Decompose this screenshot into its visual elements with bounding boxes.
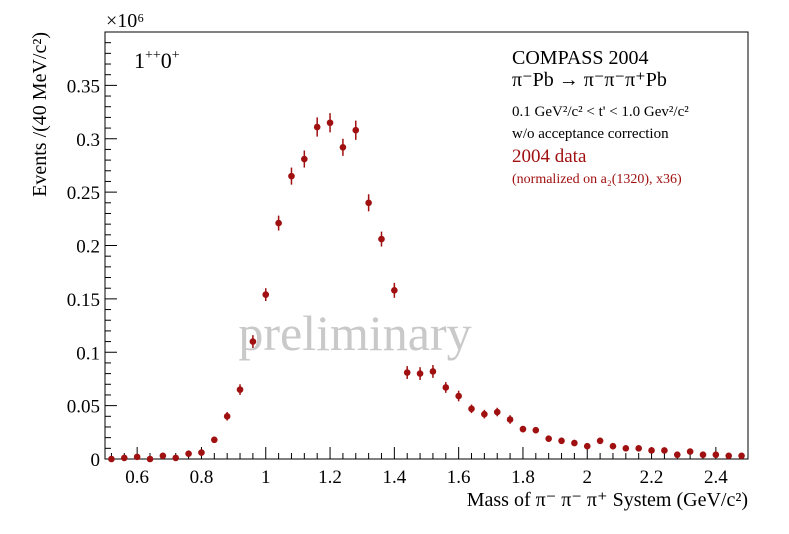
data-point bbox=[673, 451, 681, 459]
data-point bbox=[326, 119, 334, 127]
legend-reaction: π⁻Pb → π⁻π⁻π⁺Pb bbox=[512, 69, 667, 91]
x-tick-label: 1.4 bbox=[382, 467, 406, 488]
x-tick-label: 2.2 bbox=[640, 467, 664, 488]
data-point bbox=[686, 448, 694, 455]
legend-acceptance: w/o acceptance correction bbox=[512, 126, 669, 142]
y-tick-label: 0.3 bbox=[76, 130, 100, 151]
legend-title: COMPASS 2004 bbox=[512, 47, 649, 69]
data-point bbox=[120, 454, 128, 462]
wave-label: 1++0+ bbox=[134, 48, 180, 73]
data-point bbox=[378, 235, 385, 243]
data-point bbox=[622, 445, 630, 452]
data-point bbox=[738, 452, 745, 460]
data-point bbox=[211, 436, 218, 444]
legend-series-name: 2004 data bbox=[512, 146, 587, 167]
data-point bbox=[159, 452, 167, 460]
y-tick-label: 0 bbox=[91, 450, 101, 471]
data-point bbox=[442, 384, 450, 391]
x-axis-title: Mass of π⁻ π⁻ π⁺ System (GeV/c²) bbox=[467, 489, 748, 511]
y-tick-label: 0.1 bbox=[76, 343, 100, 364]
x-tick-label: 1.8 bbox=[511, 467, 535, 488]
data-point bbox=[146, 455, 154, 463]
y-tick-label: 0.2 bbox=[76, 237, 100, 258]
data-point bbox=[583, 442, 591, 450]
data-point bbox=[596, 437, 604, 445]
y-tick-label: 0.35 bbox=[67, 76, 100, 97]
data-point bbox=[403, 369, 411, 376]
data-point bbox=[352, 126, 360, 134]
x-tick-label: 1 bbox=[261, 467, 271, 488]
data-point bbox=[519, 425, 527, 433]
data-point bbox=[493, 408, 501, 416]
data-point bbox=[339, 143, 347, 151]
data-point bbox=[648, 447, 655, 454]
data-point bbox=[301, 155, 308, 163]
x-tick-label: 0.6 bbox=[125, 467, 149, 488]
legend-series-note: (normalized on a₂(1320), x36) bbox=[512, 172, 682, 187]
data-point bbox=[545, 435, 552, 443]
data-point bbox=[635, 445, 642, 452]
y-tick-label: 0.05 bbox=[67, 397, 100, 418]
data-point bbox=[481, 410, 488, 418]
x-axis-ticks: 0.6 0.8 1 1.2 1.4 1.6 1.8 2 2.2 2.4 bbox=[110, 447, 743, 488]
data-point bbox=[699, 451, 707, 459]
data-point bbox=[712, 451, 720, 459]
y-axis-ticks: 0 0.05 0.1 0.15 0.2 0.25 0.3 0.35 bbox=[67, 42, 117, 471]
data-point bbox=[391, 287, 398, 294]
x-tick-label: 0.8 bbox=[190, 467, 214, 488]
y-axis-title: Events /(40 MeV/c²) bbox=[29, 32, 51, 197]
data-point bbox=[571, 439, 578, 447]
y-multiplier: ×10⁶ bbox=[106, 10, 144, 32]
y-tick-label: 0.15 bbox=[67, 290, 100, 311]
data-point bbox=[236, 386, 244, 393]
data-point bbox=[185, 450, 192, 457]
data-point bbox=[609, 442, 617, 450]
data-point bbox=[262, 291, 270, 298]
data-point bbox=[288, 172, 295, 180]
x-tick-label: 2 bbox=[583, 467, 593, 488]
data-point bbox=[223, 413, 231, 420]
data-point bbox=[429, 368, 437, 375]
data-point bbox=[725, 452, 733, 460]
data-point bbox=[365, 199, 372, 207]
data-point bbox=[532, 426, 540, 434]
data-point bbox=[133, 453, 141, 461]
x-tick-label: 2.4 bbox=[704, 467, 728, 488]
plot-frame bbox=[104, 31, 749, 460]
data-point bbox=[249, 338, 257, 345]
data-point bbox=[455, 392, 462, 400]
data-point bbox=[198, 449, 205, 456]
x-tick-label: 1.6 bbox=[447, 467, 471, 488]
data-point bbox=[313, 123, 321, 131]
y-tick-label: 0.25 bbox=[67, 183, 100, 204]
data-point bbox=[506, 416, 514, 423]
legend-tcut: 0.1 GeV²/c² < t' < 1.0 Gev²/c² bbox=[512, 104, 689, 120]
data-point bbox=[275, 219, 282, 227]
watermark-preliminary: preliminary bbox=[238, 305, 471, 361]
data-point bbox=[108, 455, 115, 463]
data-point bbox=[468, 405, 475, 413]
data-point bbox=[558, 437, 565, 445]
data-point bbox=[661, 447, 668, 454]
data-points bbox=[108, 113, 745, 463]
data-point bbox=[172, 454, 180, 462]
data-point bbox=[416, 370, 424, 377]
x-tick-label: 1.2 bbox=[318, 467, 342, 488]
